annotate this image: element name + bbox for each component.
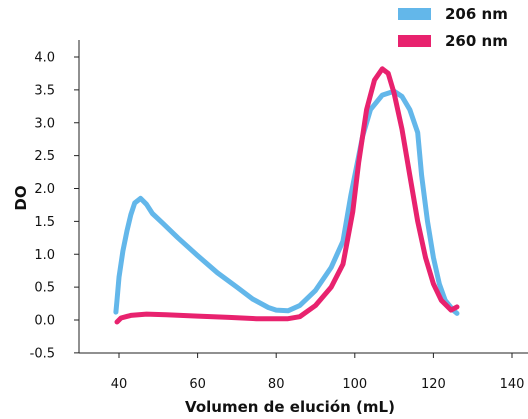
axes <box>78 40 528 354</box>
y-tick-label: 3.0 <box>34 116 55 131</box>
y-ticks: -0.5 0.0 0.5 1.0 1.5 2.0 2.5 3.0 3.5 4.0 <box>30 51 79 361</box>
legend: 206 nm 260 nm <box>398 5 508 50</box>
legend-label: 206 nm <box>445 5 508 23</box>
x-ticks: 40 60 80 100 120 140 <box>111 353 525 392</box>
y-tick-label: 3.5 <box>34 83 55 98</box>
y-tick-label: 4.0 <box>34 51 55 66</box>
series-line-206-nm <box>113 88 460 316</box>
x-tick-label: 100 <box>342 377 367 392</box>
y-tick-label: 1.0 <box>34 248 55 263</box>
x-tick-label: 120 <box>421 377 446 392</box>
legend-label: 260 nm <box>445 32 508 50</box>
y-tick-label: 0.5 <box>34 281 55 296</box>
y-tick-label: 2.0 <box>34 182 55 197</box>
plot-lines <box>113 66 460 325</box>
x-tick-label: 40 <box>111 377 128 392</box>
x-tick-label: 140 <box>500 377 525 392</box>
y-axis-title: DO <box>12 185 30 210</box>
y-tick-label: -0.5 <box>30 346 55 361</box>
y-tick-label: 0.0 <box>34 314 55 329</box>
legend-swatch <box>398 8 431 20</box>
y-tick-label: 1.5 <box>34 215 55 230</box>
y-tick-label: 2.5 <box>34 149 55 164</box>
legend-swatch <box>398 35 431 47</box>
x-tick-label: 60 <box>189 377 206 392</box>
x-axis-title: Volumen de elución (mL) <box>185 398 395 416</box>
series-line-260-nm <box>114 66 460 325</box>
x-tick-label: 80 <box>268 377 285 392</box>
